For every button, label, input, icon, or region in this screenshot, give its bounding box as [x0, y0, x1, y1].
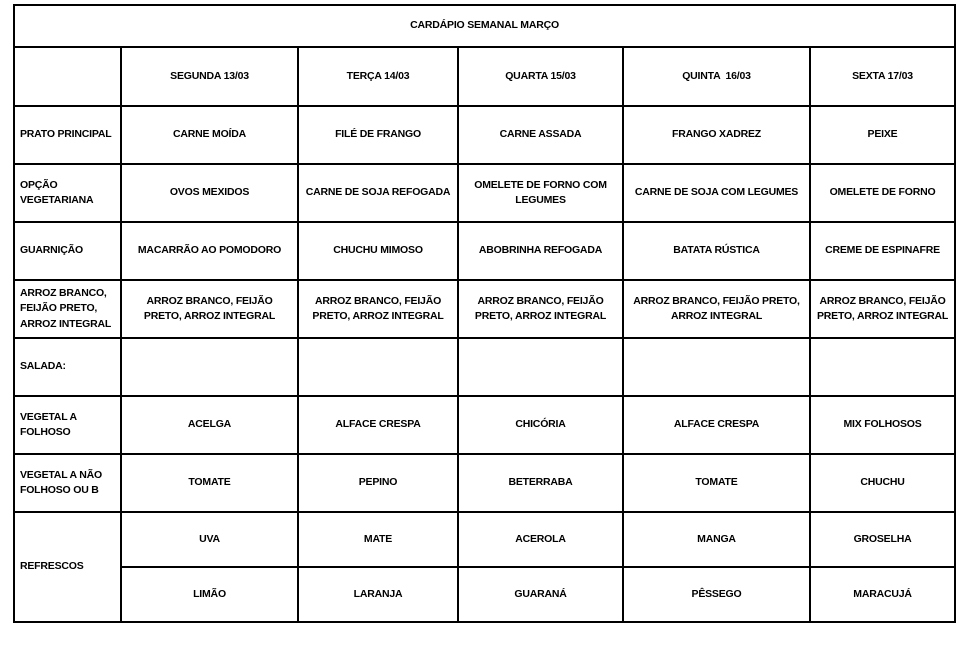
- menu-cell: LARANJA: [297, 566, 459, 623]
- row-label: VEGETAL A FOLHOSO: [13, 395, 122, 455]
- menu-cell: UVA: [120, 511, 299, 568]
- menu-cell: CHUCHU: [808, 453, 957, 513]
- menu-cell: ACEROLA: [457, 511, 624, 568]
- menu-cell: PÊSSEGO: [622, 566, 811, 623]
- menu-cell: BETERRABA: [457, 453, 624, 513]
- menu-cell: FILÉ DE FRANGO: [297, 105, 459, 165]
- menu-cell: OMELETE DE FORNO: [808, 163, 957, 223]
- row-label: REFRESCOS: [13, 511, 122, 623]
- menu-cell: CREME DE ESPINAFRE: [808, 221, 957, 281]
- row-label: GUARNIÇÃO: [13, 221, 122, 281]
- menu-cell: ARROZ BRANCO, FEIJÃO PRETO, ARROZ INTEGR…: [297, 279, 459, 339]
- table-row-salada: SALADA:: [13, 337, 957, 397]
- weekly-menu-table: CARDÁPIO SEMANAL MARÇO SEGUNDA 13/03 TER…: [12, 4, 957, 623]
- menu-cell: ACELGA: [120, 395, 299, 455]
- table-title: CARDÁPIO SEMANAL MARÇO: [12, 4, 957, 48]
- menu-cell: OMELETE DE FORNO COM LEGUMES: [457, 163, 624, 223]
- menu-cell: CARNE DE SOJA COM LEGUMES: [622, 163, 811, 223]
- table-row-refrescos-2: LIMÃO LARANJA GUARANÁ PÊSSEGO MARACUJÁ: [14, 566, 957, 623]
- column-header-segunda: SEGUNDA 13/03: [120, 46, 299, 107]
- table-row-vegetal-nao-folhoso: VEGETAL A NÃO FOLHOSO OU B TOMATE PEPINO…: [13, 453, 957, 513]
- table-row-opcao-vegetariana: OPÇÃO VEGETARIANA OVOS MEXIDOS CARNE DE …: [13, 163, 957, 223]
- row-label: OPÇÃO VEGETARIANA: [13, 163, 122, 223]
- menu-cell: [808, 337, 957, 397]
- menu-cell: TOMATE: [120, 453, 299, 513]
- menu-cell: ARROZ BRANCO, FEIJÃO PRETO, ARROZ INTEGR…: [622, 279, 811, 339]
- row-label: ARROZ BRANCO, FEIJÃO PRETO, ARROZ INTEGR…: [13, 279, 122, 339]
- menu-cell: ARROZ BRANCO, FEIJÃO PRETO, ARROZ INTEGR…: [120, 279, 299, 339]
- menu-cell: MACARRÃO AO POMODORO: [120, 221, 299, 281]
- menu-cell: GROSELHA: [808, 511, 957, 568]
- menu-cell: MATE: [297, 511, 459, 568]
- menu-cell: ARROZ BRANCO, FEIJÃO PRETO, ARROZ INTEGR…: [808, 279, 957, 339]
- column-header-sexta: SEXTA 17/03: [808, 46, 957, 107]
- table-row-refrescos-1: REFRESCOS UVA MATE ACEROLA MANGA GROSELH…: [13, 511, 957, 623]
- menu-cell: CHUCHU MIMOSO: [297, 221, 459, 281]
- menu-cell: PEIXE: [808, 105, 957, 165]
- corner-cell: [13, 46, 122, 107]
- table-row-vegetal-folhoso: VEGETAL A FOLHOSO ACELGA ALFACE CRESPA C…: [13, 395, 957, 455]
- menu-cell: LIMÃO: [120, 566, 299, 623]
- menu-cell: ABOBRINHA REFOGADA: [457, 221, 624, 281]
- menu-cell: ALFACE CRESPA: [622, 395, 811, 455]
- menu-cell: OVOS MEXIDOS: [120, 163, 299, 223]
- menu-cell: ARROZ BRANCO, FEIJÃO PRETO, ARROZ INTEGR…: [457, 279, 624, 339]
- menu-cell: TOMATE: [622, 453, 811, 513]
- menu-cell: CARNE MOÍDA: [120, 105, 299, 165]
- menu-cell: CARNE ASSADA: [457, 105, 624, 165]
- table-row-arroz-feijao: ARROZ BRANCO, FEIJÃO PRETO, ARROZ INTEGR…: [13, 279, 957, 339]
- menu-cell: BATATA RÚSTICA: [622, 221, 811, 281]
- header-row: SEGUNDA 13/03 TERÇA 14/03 QUARTA 15/03 Q…: [13, 46, 957, 107]
- menu-cell: [297, 337, 459, 397]
- column-header-quinta: QUINTA 16/03: [622, 46, 811, 107]
- menu-cell: [120, 337, 299, 397]
- row-label: SALADA:: [13, 337, 122, 397]
- menu-cell: [622, 337, 811, 397]
- menu-cell: MANGA: [622, 511, 811, 568]
- menu-cell: PEPINO: [297, 453, 459, 513]
- menu-cell: ALFACE CRESPA: [297, 395, 459, 455]
- menu-cell: CARNE DE SOJA REFOGADA: [297, 163, 459, 223]
- menu-cell: MARACUJÁ: [808, 566, 957, 623]
- column-header-terca: TERÇA 14/03: [297, 46, 459, 107]
- menu-cell: GUARANÁ: [457, 566, 624, 623]
- row-label: VEGETAL A NÃO FOLHOSO OU B: [13, 453, 122, 513]
- menu-cell: FRANGO XADREZ: [622, 105, 811, 165]
- title-row: CARDÁPIO SEMANAL MARÇO: [12, 4, 957, 48]
- menu-cell: MIX FOLHOSOS: [808, 395, 957, 455]
- menu-cell: CHICÓRIA: [457, 395, 624, 455]
- row-label: PRATO PRINCIPAL: [13, 105, 122, 165]
- table-row-prato-principal: PRATO PRINCIPAL CARNE MOÍDA FILÉ DE FRAN…: [13, 105, 957, 165]
- menu-cell: [457, 337, 624, 397]
- column-header-quarta: QUARTA 15/03: [457, 46, 624, 107]
- table-row-guarnicao: GUARNIÇÃO MACARRÃO AO POMODORO CHUCHU MI…: [13, 221, 957, 281]
